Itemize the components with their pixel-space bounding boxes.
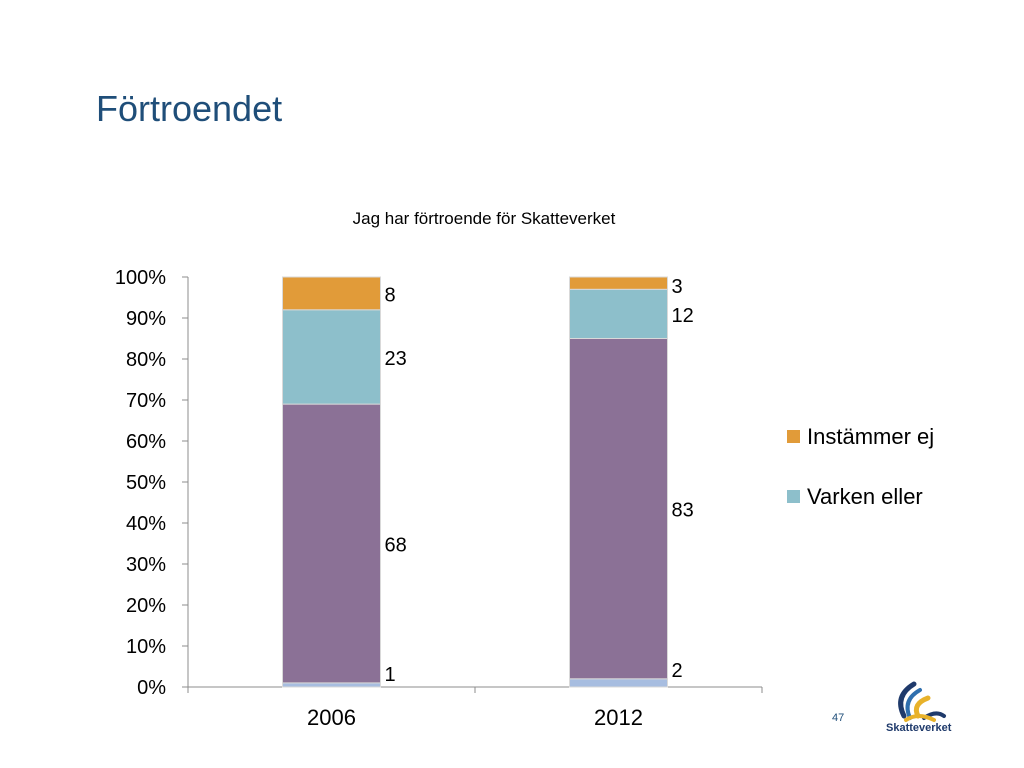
- y-tick-label: 0%: [137, 677, 166, 699]
- data-label: 3: [672, 276, 683, 298]
- legend-label: Instämmer ej: [807, 424, 934, 449]
- bar-segment: [282, 309, 381, 405]
- y-tick-label: 80%: [126, 349, 166, 371]
- x-tick-label: 2006: [307, 705, 356, 730]
- bar-segment: [282, 403, 381, 684]
- data-label: 83: [672, 500, 694, 522]
- data-label: 8: [385, 284, 396, 306]
- bar-segment: [569, 338, 668, 680]
- y-tick-label: 100%: [115, 267, 166, 289]
- x-tick-label: 2012: [594, 705, 643, 730]
- skatteverket-logo-icon: [898, 681, 946, 722]
- bar-segment: [569, 678, 668, 688]
- data-label: 2: [672, 660, 683, 682]
- y-tick-label: 50%: [126, 472, 166, 494]
- y-tick-label: 40%: [126, 513, 166, 535]
- data-label: 23: [385, 348, 407, 370]
- bar-segment: [569, 276, 668, 290]
- bar-segment: [282, 276, 381, 311]
- page-number: 47: [832, 712, 845, 724]
- data-label: 12: [672, 305, 694, 327]
- bar-segment: [282, 682, 381, 688]
- legend-swatch: [787, 430, 800, 443]
- y-tick-label: 20%: [126, 595, 166, 617]
- slide-title: Förtroendet: [96, 88, 283, 129]
- data-label: 1: [385, 664, 396, 686]
- y-tick-label: 30%: [126, 554, 166, 576]
- data-label: 68: [385, 535, 407, 557]
- y-tick-label: 10%: [126, 636, 166, 658]
- bar-segment: [569, 288, 668, 339]
- y-tick-label: 60%: [126, 431, 166, 453]
- legend-swatch: [787, 490, 800, 503]
- chart-title: Jag har förtroende för Skatteverket: [353, 209, 616, 228]
- logo-text: Skatteverket: [886, 722, 952, 734]
- y-tick-label: 90%: [126, 308, 166, 330]
- y-tick-label: 70%: [126, 390, 166, 412]
- legend-label: Varken eller: [807, 484, 923, 509]
